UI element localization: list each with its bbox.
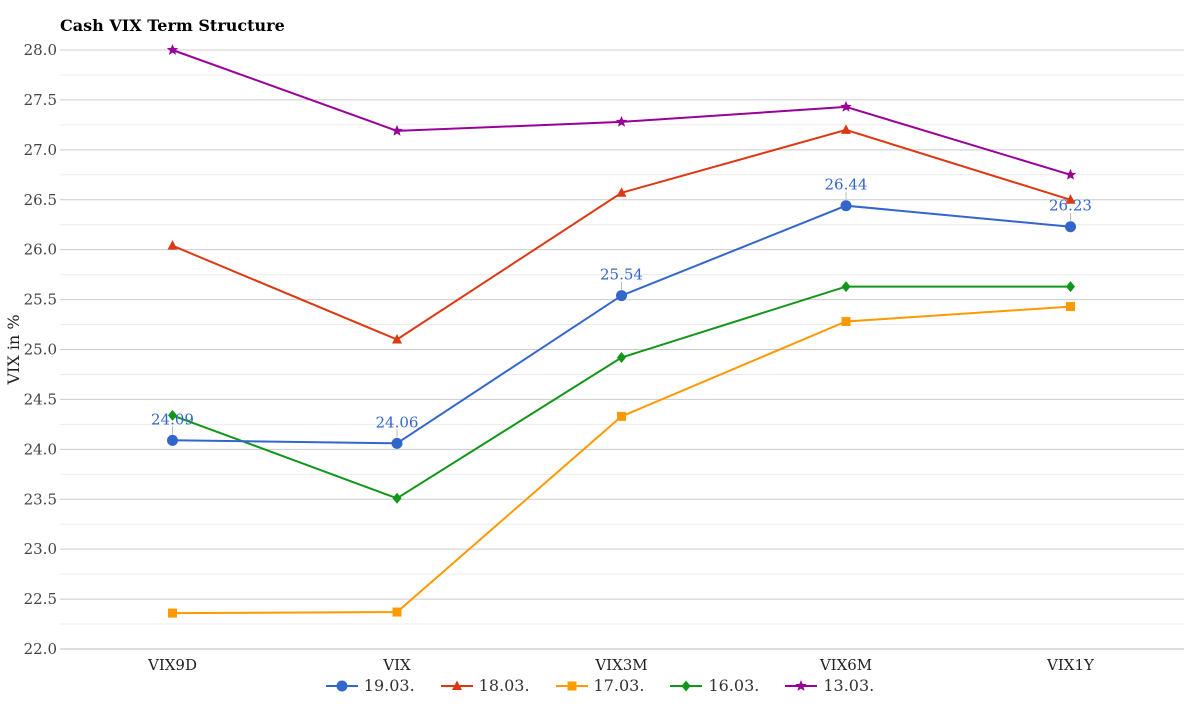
data-point [1065,194,1076,204]
data-point [168,409,177,421]
legend-item[interactable]: 13.03. [785,676,874,695]
legend-label: 19.03. [363,676,415,695]
chart-title: Cash VIX Term Structure [60,16,285,35]
legend-item[interactable]: 16.03. [670,676,759,695]
y-axis-label: VIX in % [4,314,23,385]
x-tick-label: VIX1Y [1046,656,1095,674]
y-tick-label: 26.5 [24,191,57,209]
y-tick-label: 25.5 [24,291,57,309]
y-tick-label: 25.0 [24,341,57,359]
data-point [617,351,626,363]
data-label: 26.44 [825,176,868,194]
y-tick-label: 23.0 [24,540,57,558]
data-point [167,434,178,446]
legend-swatch [555,681,588,690]
y-tick-label: 22.0 [24,640,57,658]
data-point [391,437,403,449]
data-point [841,281,851,293]
y-tick-label: 23.5 [24,490,57,508]
legend-marker [681,680,691,691]
legend-item[interactable]: 18.03. [440,676,530,695]
data-point [168,608,177,618]
legend-marker [795,679,808,691]
data-point [1064,168,1077,180]
chart-legend: 19.03. 18.03. 17.03. 16.03. 13.03. [0,676,1200,695]
legend-item[interactable]: 17.03. [555,676,645,695]
y-tick-label: 22.5 [24,590,57,608]
y-tick-label: 28.0 [24,41,57,59]
data-label: 25.54 [600,266,643,284]
x-tick-label: VIX9D [147,656,197,674]
legend-swatch [785,679,818,691]
data-point [392,607,402,617]
y-tick-label: 24.5 [24,390,57,408]
legend-marker [451,680,462,690]
data-point [616,290,627,302]
data-point [840,100,852,112]
legend-swatch [670,680,703,691]
legend-label: 18.03. [478,676,530,695]
data-point [1066,302,1075,312]
data-point [1066,281,1075,293]
legend-swatch [440,680,473,690]
y-tick-label: 26.0 [24,241,57,259]
data-point [615,115,628,127]
data-label: 24.06 [376,413,419,431]
data-point [841,317,851,327]
legend-marker [336,680,348,691]
legend-label: 13.03. [823,676,875,695]
x-tick-label: VIX6M [819,656,872,674]
data-point [840,200,852,212]
series-line [172,285,1071,500]
x-tick-label: VIX [382,656,411,674]
data-label: 24.09 [151,410,194,428]
series-line [172,128,1071,341]
data-point [167,240,178,250]
y-tick-label: 27.0 [24,141,57,159]
legend-label: 16.03. [708,676,760,695]
legend-swatch [325,680,358,691]
data-point [392,334,402,344]
series-line [172,49,1071,176]
data-point [392,492,402,504]
data-point [1065,221,1076,233]
data-point [841,124,851,134]
legend-label: 17.03. [593,676,645,695]
data-point [616,187,627,197]
data-point [617,411,626,421]
legend-marker [567,681,577,690]
x-tick-label: VIX3M [594,656,647,674]
data-point [391,124,403,136]
legend-item[interactable]: 19.03. [325,676,415,695]
y-tick-label: 27.5 [24,91,57,109]
data-label: 26.23 [1049,197,1092,215]
y-tick-label: 24.0 [24,440,57,458]
data-point [166,44,179,55]
